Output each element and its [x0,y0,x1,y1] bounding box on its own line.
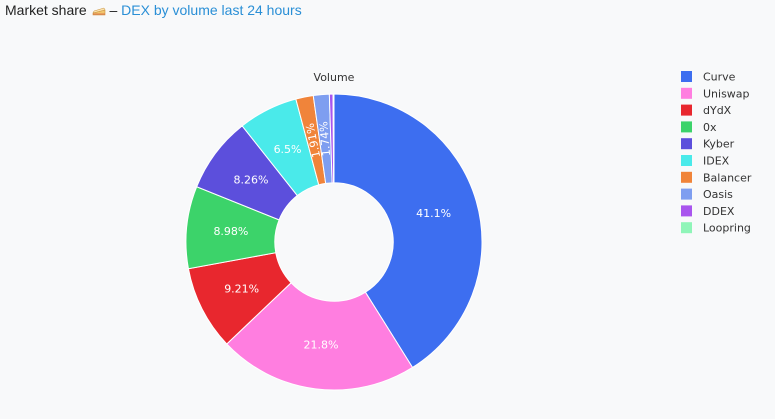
chart-title: Volume [314,71,355,84]
legend-swatch [681,222,692,234]
legend-item-loopring[interactable]: Loopring [681,222,751,235]
legend-label: Loopring [703,222,751,235]
legend-swatch [681,188,692,200]
title-separator: – [109,2,122,18]
legend-label: Oasis [703,188,733,201]
legend-swatch [681,87,692,99]
slice-curve[interactable] [333,93,483,369]
slice-label-dydx: 9.21% [224,283,259,296]
legend-swatch [681,71,692,82]
legend-label: Uniswap [703,87,750,100]
slice-label-kyber: 8.26% [234,173,269,186]
slice-label-idex: 6.5% [274,143,302,156]
legend-label: 0x [703,121,717,134]
legend-label: DDEX [703,205,735,218]
legend-item-kyber[interactable]: Kyber [681,138,735,151]
slice-label-oasis: 1.74% [317,121,333,157]
cake-icon [92,3,106,16]
slice-loopring[interactable] [332,93,335,184]
legend-label: Balancer [703,171,752,184]
legend-swatch [681,104,692,116]
legend-label: Curve [703,71,736,84]
legend-item-uniswap[interactable]: Uniswap [681,87,750,100]
legend-item-oasis[interactable]: Oasis [681,188,733,201]
legend-label: IDEX [703,155,730,168]
subtitle-link[interactable]: DEX by volume last 24 hours [121,2,302,18]
legend-label: dYdX [703,104,732,117]
legend-swatch [681,121,692,133]
legend-label: Kyber [703,138,735,151]
slice-uniswap[interactable] [226,282,414,391]
legend-item-0x[interactable]: 0x [681,121,717,134]
slice-label-curve: 41.1% [416,207,451,220]
legend-swatch [681,155,692,166]
page-title: Market share [5,2,87,18]
slice-label-0x: 8.98% [213,225,248,238]
legend-swatch [681,171,692,183]
slice-labels-group: 41.1%21.8%9.21%8.98%8.26%6.5% 1.91%1.74% [213,121,451,351]
legend-item-ddex[interactable]: DDEX [681,205,735,218]
legend-item-idex[interactable]: IDEX [681,155,730,168]
legend-item-dydx[interactable]: dYdX [681,104,732,117]
slice-label-uniswap: 21.8% [304,338,339,351]
legend-swatch [681,205,692,217]
page-header: Market share – DEX by volume last 24 hou… [5,2,302,18]
legend-item-balancer[interactable]: Balancer [681,171,752,184]
slices-group [185,93,483,391]
legend-swatch [681,138,692,150]
legend: Curve Uniswap dYdX 0x Kyber IDEX Balancer Oasis… [681,71,752,235]
legend-item-curve[interactable]: Curve [681,71,736,84]
